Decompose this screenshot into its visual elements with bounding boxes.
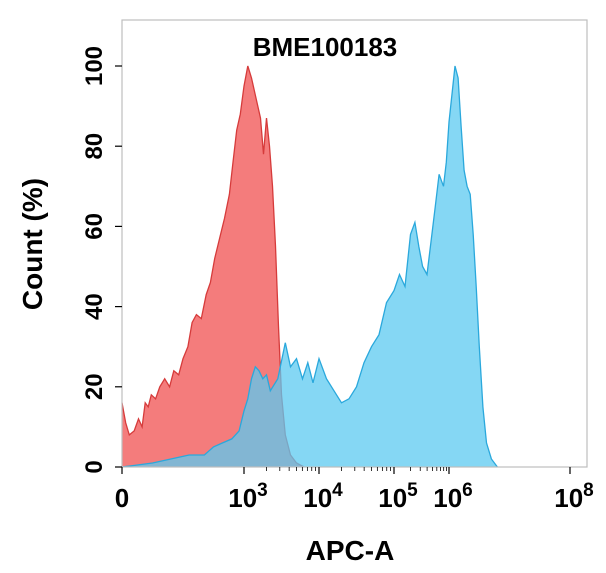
y-tick-label: 20 [81,373,108,400]
x-tick-label: 104 [303,480,343,513]
series-blue-area [122,66,498,467]
x-axis-ticks: 0 103 104 105 106 108 [115,467,594,513]
x-tick-label: 0 [115,483,129,513]
y-tick-label: 40 [81,293,108,320]
x-axis-title: APC-A [306,535,395,566]
series-red-area [122,66,304,467]
x-tick-label: 105 [378,480,418,513]
x-tick-label: 103 [228,480,268,513]
x-tick-label: 106 [433,480,473,513]
y-tick-label: 60 [81,213,108,240]
series-red-outline [121,65,305,468]
y-axis-title: Count (%) [17,178,48,310]
series-blue-outline [121,65,498,468]
y-tick-label: 100 [81,46,108,86]
y-axis-ticks: 0 20 40 60 80 100 [81,46,122,474]
y-tick-label: 80 [81,133,108,160]
x-tick-label: 108 [554,480,594,513]
plot-series-group [121,65,498,468]
y-tick-label: 0 [81,460,108,473]
chart-title: BME100183 [253,32,398,62]
